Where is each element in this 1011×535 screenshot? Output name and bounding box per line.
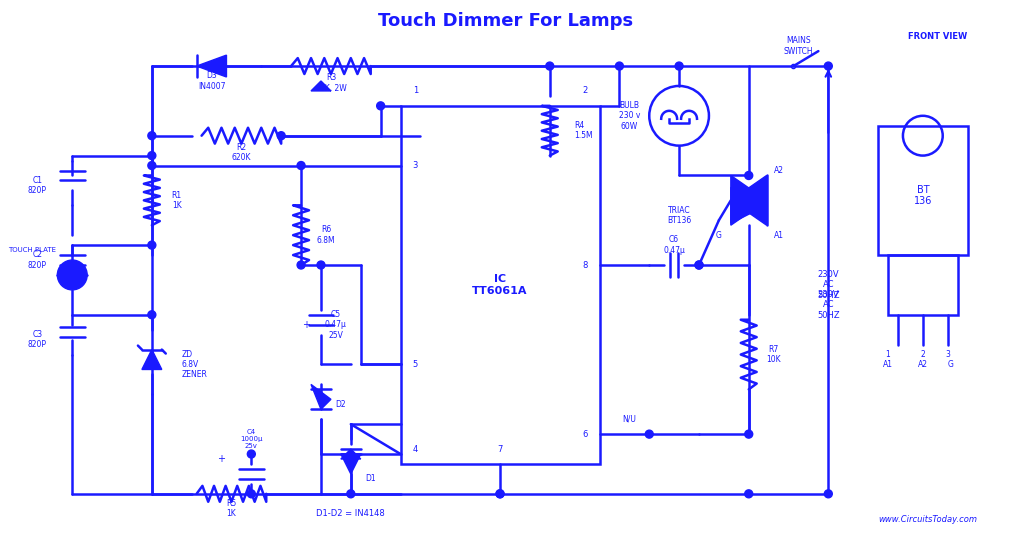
- Text: FRONT VIEW: FRONT VIEW: [907, 32, 967, 41]
- Text: G: G: [715, 231, 721, 240]
- Text: 6: 6: [581, 430, 586, 439]
- Circle shape: [495, 490, 503, 498]
- Text: A2: A2: [917, 360, 927, 369]
- Text: BT
136: BT 136: [913, 185, 931, 206]
- Text: 1: 1: [412, 87, 418, 95]
- Text: +: +: [217, 454, 225, 464]
- Circle shape: [824, 62, 831, 70]
- Polygon shape: [341, 454, 360, 474]
- Polygon shape: [196, 55, 226, 77]
- Circle shape: [247, 490, 255, 498]
- Bar: [887, 255, 956, 315]
- Text: 7: 7: [496, 445, 502, 454]
- Polygon shape: [142, 349, 162, 370]
- Circle shape: [316, 261, 325, 269]
- Text: MAINS
SWITCH: MAINS SWITCH: [783, 36, 813, 56]
- Circle shape: [376, 102, 384, 110]
- Circle shape: [297, 261, 304, 269]
- Text: R5
1K: R5 1K: [226, 499, 237, 518]
- Text: C2
820P: C2 820P: [28, 250, 47, 270]
- Circle shape: [695, 261, 703, 269]
- Polygon shape: [341, 449, 360, 459]
- Text: TOUCH PLATE: TOUCH PLATE: [8, 247, 57, 253]
- Circle shape: [148, 241, 156, 249]
- Text: BULB
230 v
60W: BULB 230 v 60W: [618, 101, 639, 131]
- Text: TRIAC
BT136: TRIAC BT136: [666, 205, 691, 225]
- Circle shape: [674, 62, 682, 70]
- Circle shape: [744, 172, 752, 179]
- Text: C5
0.47μ
25V: C5 0.47μ 25V: [325, 310, 347, 340]
- Polygon shape: [310, 81, 331, 91]
- Circle shape: [148, 132, 156, 140]
- Circle shape: [297, 162, 304, 170]
- Text: 1: 1: [885, 350, 890, 359]
- Text: 2: 2: [920, 350, 924, 359]
- Circle shape: [247, 450, 255, 458]
- Text: C6
0.47μ: C6 0.47μ: [662, 235, 684, 255]
- Polygon shape: [730, 175, 766, 225]
- Polygon shape: [730, 187, 766, 223]
- Circle shape: [148, 311, 156, 319]
- Polygon shape: [730, 175, 766, 225]
- Polygon shape: [310, 384, 331, 409]
- Text: +: +: [301, 320, 309, 330]
- Text: D2: D2: [336, 400, 346, 409]
- Circle shape: [148, 162, 156, 170]
- Text: IC
TT6061A: IC TT6061A: [472, 274, 528, 296]
- Text: R2
620K: R2 620K: [232, 143, 251, 162]
- Circle shape: [148, 151, 156, 159]
- Text: 5: 5: [412, 360, 418, 369]
- Text: 3: 3: [944, 350, 949, 359]
- Text: C3
820P: C3 820P: [28, 330, 47, 349]
- Text: C4
1000μ
25v: C4 1000μ 25v: [240, 429, 262, 449]
- Circle shape: [277, 132, 285, 140]
- Text: www.CircuitsToday.com: www.CircuitsToday.com: [878, 515, 977, 524]
- Text: A1: A1: [883, 360, 892, 369]
- Circle shape: [615, 62, 623, 70]
- Text: D3
IN4007: D3 IN4007: [197, 71, 225, 90]
- Text: N/U: N/U: [622, 415, 636, 424]
- Circle shape: [695, 261, 703, 269]
- Text: R7
10K: R7 10K: [765, 345, 780, 364]
- Text: D1: D1: [365, 475, 376, 484]
- Circle shape: [495, 490, 503, 498]
- Circle shape: [824, 490, 831, 498]
- Text: 230V
AC
50HZ: 230V AC 50HZ: [816, 290, 839, 320]
- Circle shape: [545, 62, 553, 70]
- Circle shape: [347, 490, 355, 498]
- Bar: [878, 126, 967, 255]
- Text: D1-D2 = IN4148: D1-D2 = IN4148: [316, 509, 385, 518]
- Text: C1
820P: C1 820P: [28, 175, 47, 195]
- Circle shape: [645, 430, 652, 438]
- Text: Touch Dimmer For Lamps: Touch Dimmer For Lamps: [378, 12, 633, 30]
- Text: R4
1.5M: R4 1.5M: [574, 121, 592, 140]
- Text: 4: 4: [412, 445, 418, 454]
- Text: 230V
AC
50HZ: 230V AC 50HZ: [816, 270, 839, 300]
- Text: A1: A1: [772, 231, 783, 240]
- Text: 8: 8: [581, 261, 586, 270]
- Text: 3: 3: [412, 161, 418, 170]
- Text: 2: 2: [581, 87, 586, 95]
- Text: R1
1K: R1 1K: [172, 190, 182, 210]
- Text: ZD
6.8V
ZENER: ZD 6.8V ZENER: [182, 349, 207, 379]
- Text: A2: A2: [772, 166, 783, 175]
- Text: R6
6.8M: R6 6.8M: [316, 225, 335, 245]
- Circle shape: [744, 430, 752, 438]
- Text: R3
40K, 2W: R3 40K, 2W: [314, 73, 347, 93]
- Circle shape: [58, 260, 87, 290]
- Bar: [400, 106, 599, 464]
- Circle shape: [744, 490, 752, 498]
- Text: G: G: [947, 360, 952, 369]
